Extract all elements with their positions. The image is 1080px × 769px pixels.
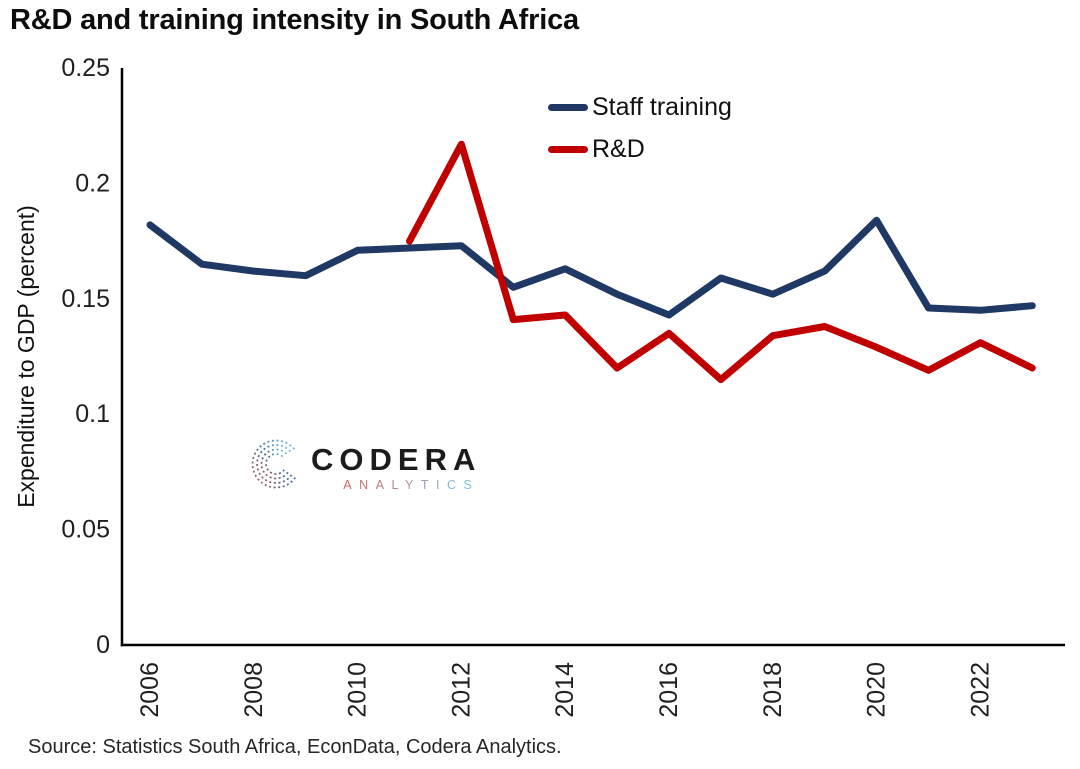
x-tick-label: 2016 bbox=[655, 662, 683, 718]
legend-item-rnd: R&D bbox=[548, 134, 732, 165]
y-tick-label: 0.2 bbox=[75, 169, 110, 197]
x-tick-label: 2018 bbox=[759, 662, 787, 718]
y-tick-label: 0.15 bbox=[61, 285, 110, 313]
legend-label-rnd: R&D bbox=[592, 135, 645, 163]
logo-mark-arc bbox=[265, 453, 285, 475]
logo-brand-text: CODERA bbox=[311, 442, 482, 477]
staff-training-line-swatch bbox=[548, 104, 588, 111]
x-tick-label: 2008 bbox=[240, 662, 268, 718]
legend-item-staff-training: Staff training bbox=[548, 92, 732, 123]
y-tick-label: 0.05 bbox=[61, 516, 110, 544]
source-note: Source: Statistics South Africa, EconDat… bbox=[28, 736, 562, 758]
staff-training-line bbox=[146, 216, 1036, 319]
x-tick-label: 2020 bbox=[863, 662, 891, 718]
codera-logo-mark-icon bbox=[251, 439, 296, 489]
rnd-line bbox=[406, 140, 1036, 384]
y-axis-label: Expenditure to GDP (percent) bbox=[13, 205, 39, 508]
chart-plot-area: 0 0.05 0.1 0.15 0.2 0.25 2006 2008 2010 2012 2014 2… bbox=[13, 54, 1065, 718]
x-tick-label: 2014 bbox=[551, 662, 579, 718]
x-tick-label: 2006 bbox=[136, 662, 164, 718]
logo-subtitle: ANALYTICS bbox=[343, 478, 480, 492]
codera-analytics-logo: CODERA ANALYTICS bbox=[248, 424, 481, 502]
x-tick-label: 2012 bbox=[447, 662, 475, 718]
y-tick-label: 0.25 bbox=[61, 54, 110, 82]
legend: Staff training R&D bbox=[548, 92, 732, 165]
y-tick-label: 0 bbox=[96, 631, 110, 659]
x-tick-label: 2022 bbox=[966, 662, 994, 718]
logo-mark-arc bbox=[256, 444, 293, 484]
legend-label-staff-training: Staff training bbox=[592, 93, 732, 121]
chart-title: R&D and training intensity in South Afri… bbox=[10, 4, 579, 36]
logo-mark-arc bbox=[251, 439, 296, 489]
logo-mark-arc bbox=[260, 448, 289, 480]
rnd-line-swatch bbox=[548, 146, 588, 153]
y-tick-label: 0.1 bbox=[75, 400, 110, 428]
x-tick-label: 2010 bbox=[344, 662, 372, 718]
